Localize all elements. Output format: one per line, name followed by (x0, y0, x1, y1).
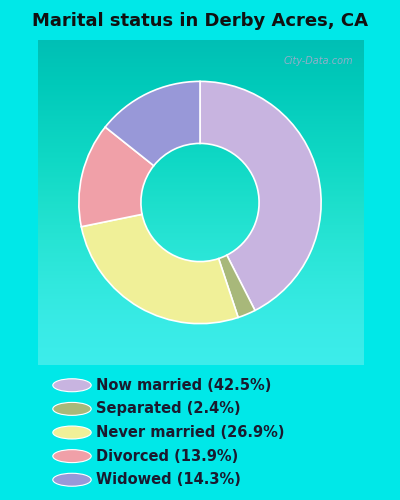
Text: Never married (26.9%): Never married (26.9%) (96, 425, 284, 440)
Text: City-Data.com: City-Data.com (283, 56, 353, 66)
Text: Widowed (14.3%): Widowed (14.3%) (96, 472, 241, 487)
Wedge shape (105, 82, 200, 166)
Circle shape (53, 474, 91, 486)
Circle shape (53, 379, 91, 392)
Wedge shape (79, 127, 154, 226)
Text: Separated (2.4%): Separated (2.4%) (96, 402, 241, 416)
Text: Now married (42.5%): Now married (42.5%) (96, 378, 271, 393)
Circle shape (53, 402, 91, 415)
Text: Marital status in Derby Acres, CA: Marital status in Derby Acres, CA (32, 12, 368, 30)
Wedge shape (81, 214, 238, 324)
Wedge shape (200, 82, 321, 310)
Circle shape (53, 450, 91, 462)
Wedge shape (219, 255, 255, 318)
Text: Divorced (13.9%): Divorced (13.9%) (96, 448, 238, 464)
Circle shape (53, 426, 91, 439)
